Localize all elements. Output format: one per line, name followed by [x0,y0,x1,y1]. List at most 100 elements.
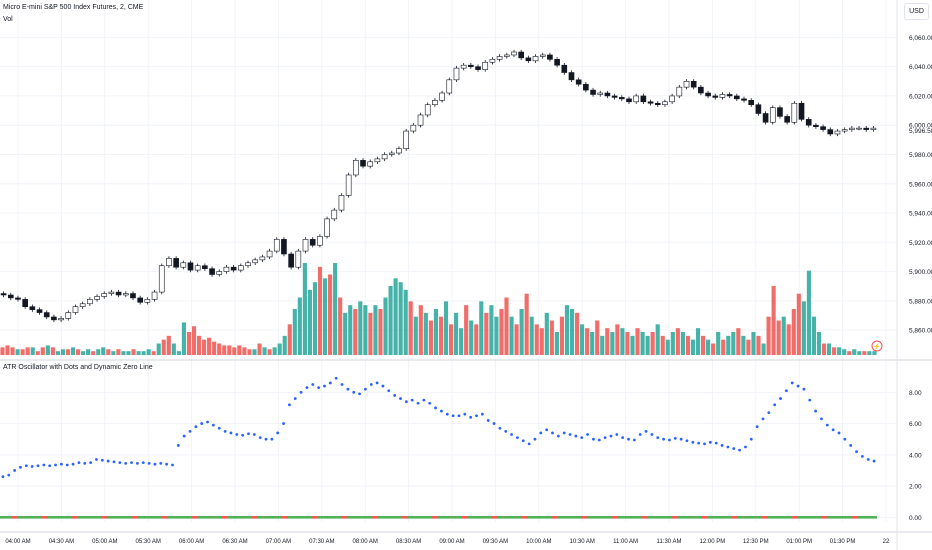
volume-bar [640,332,645,355]
volume-bar [695,328,701,355]
candle-body [388,152,395,155]
time-tick-label: 06:00 AM [179,539,204,545]
currency-button[interactable]: USD [904,3,929,20]
price-tick-label: 5,980.00 [909,152,932,159]
atr-dot [568,433,572,436]
atr-dot [112,460,116,464]
atr-dot [562,431,566,435]
candle-body [266,250,273,258]
atr-dot [463,412,467,416]
volume-bar [166,335,171,355]
atr-dot [194,425,198,429]
volume-bar [423,312,428,355]
atr-dot [352,390,356,394]
volume-bar [277,343,282,355]
volume-bar [383,297,388,355]
osc-tick-label: 2.00 [909,484,922,491]
volume-bar [781,316,786,355]
atr-dot [516,436,519,440]
candle-body [683,81,690,88]
time-tick-label: 08:00 AM [353,539,378,545]
atr-dot [860,454,864,458]
candle-body [166,258,172,267]
atr-dot [270,437,274,441]
volume-bar [559,316,565,355]
volume-bar [76,349,81,355]
candle-body [216,271,223,275]
time-tick-label: 04:00 AM [5,539,30,545]
volume-bar [40,347,45,355]
candle-body [324,218,330,237]
volume-bar [443,301,449,355]
candle-body [22,299,28,307]
volume-bar [489,305,494,355]
volume-bar [585,328,590,355]
osc-tick-label: 6.00 [909,421,922,428]
volume-bar [91,351,96,355]
atr-dot [662,437,665,441]
volume-label[interactable]: Vol [3,16,13,23]
atr-dot [252,433,256,436]
volume-bar [524,293,529,355]
atr-dot [784,389,788,393]
atr-dot [206,420,209,424]
atr-dot [592,437,595,441]
candle-body [863,127,870,130]
volume-bar [680,332,685,355]
time-tick-label: 05:30 AM [136,539,161,545]
volume-bar [176,351,181,355]
candle-body [237,265,244,271]
volume-bar [141,351,146,355]
volume-bar [222,345,227,355]
atr-dot [1,475,5,479]
alert-icon [871,340,883,352]
candle-body [705,92,711,97]
atr-dot [802,387,806,391]
atr-dot [153,462,157,466]
time-tick-label: 09:30 AM [483,539,508,545]
oscillator-title[interactable]: ATR Oscillator with Dots and Dynamic Zer… [3,364,153,371]
time-tick-label: 07:00 AM [266,539,291,545]
candle-body [618,97,625,100]
candle-body [345,174,352,196]
volume-bar [30,347,35,355]
price-tick-label: 5,920.00 [909,240,932,247]
volume-bar [45,345,50,355]
volume-bar [433,309,438,355]
candle-body [820,126,826,130]
candle-body [374,158,381,163]
candle-body [446,79,453,94]
atr-dot [533,437,537,441]
atr-dot [504,429,508,433]
volume-bar [630,335,635,355]
candle-body [180,262,187,268]
atr-dot [761,417,765,421]
atr-dot [644,429,648,433]
candle-body [360,160,366,167]
atr-dot [317,386,321,390]
volume-bar [378,309,383,355]
candle-body [777,107,783,117]
volume-bar [726,335,731,355]
atr-dot [638,433,642,436]
atr-dot [416,401,420,405]
volume-bar [711,343,716,355]
volume-bar [660,335,665,355]
candle-body [202,265,208,269]
atr-dot [65,463,69,467]
candle-body [288,253,294,268]
atr-dot [288,403,291,407]
symbol-title[interactable]: Micro E-mini S&P 500 Index Futures, 2, C… [3,4,144,11]
atr-dot [358,392,361,396]
atr-dot [247,432,250,436]
atr-dot [738,448,742,452]
candle-body [511,51,517,56]
price-tick-label: 6,020.00 [909,93,932,100]
atr-dot [118,461,122,465]
candle-body [604,92,611,97]
volume-bar [116,349,121,355]
volume-bar [519,309,524,355]
atr-dot [708,440,712,444]
volume-bar [706,339,711,355]
